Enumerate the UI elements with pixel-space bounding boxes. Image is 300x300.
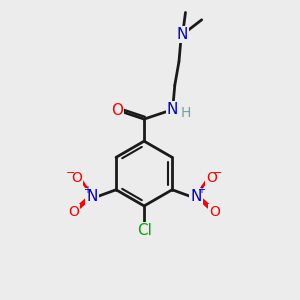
Text: O: O <box>71 171 82 185</box>
Text: H: H <box>181 106 191 120</box>
Text: −: − <box>213 168 222 178</box>
Text: O: O <box>111 103 123 118</box>
Text: +: + <box>197 185 205 195</box>
Text: O: O <box>68 205 80 219</box>
Text: N: N <box>177 27 188 42</box>
Text: Cl: Cl <box>137 224 152 238</box>
Text: −: − <box>66 168 75 178</box>
Text: O: O <box>206 171 217 185</box>
Text: N: N <box>86 189 98 204</box>
Text: O: O <box>209 205 220 219</box>
Text: N: N <box>167 102 178 117</box>
Text: N: N <box>190 189 202 204</box>
Text: +: + <box>83 185 91 195</box>
